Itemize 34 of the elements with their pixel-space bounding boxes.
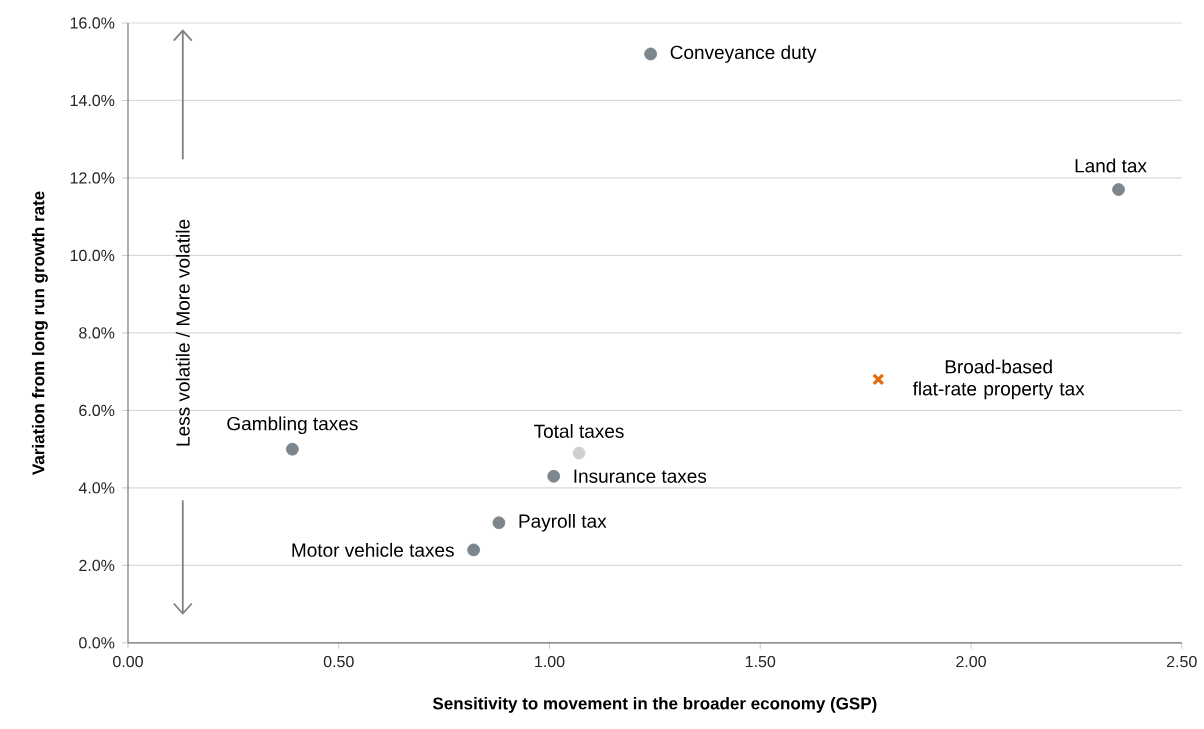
series-label: Insurance taxes — [574, 469, 707, 483]
point — [547, 469, 561, 483]
series-label: Payroll tax — [519, 513, 607, 532]
x-tick-label: 1.50 — [745, 656, 776, 668]
point — [1112, 183, 1125, 197]
y-tick-label: 10.0% — [70, 249, 115, 262]
y-tick-label: 16.0% — [70, 17, 115, 29]
y-tick-label: 12.0% — [70, 172, 115, 184]
x-tick-label: 0.00 — [113, 656, 143, 668]
series-label: Total taxes — [534, 424, 624, 439]
x-tick-label: 1.00 — [535, 656, 565, 668]
y-tick-label: 4.0% — [78, 482, 115, 494]
y-tick-label: 2.0% — [79, 559, 115, 572]
y-axis-title: Variation from long run growth rate — [31, 191, 48, 475]
y-tick-label: 14.0% — [70, 94, 115, 107]
annotation: Less volatile / More volatile — [175, 219, 190, 446]
series-label: Land tax — [1075, 158, 1147, 173]
point — [285, 442, 299, 456]
y-tick-label: 6.0% — [79, 404, 115, 417]
y-tick-label: 0.0% — [79, 637, 115, 649]
series-label: Conveyance duty — [670, 45, 817, 63]
series-label: Broad-based flat-rate property tax — [912, 359, 1085, 400]
x-tick-label: 2.00 — [956, 656, 986, 668]
point — [872, 373, 885, 386]
x-axis-title: Sensitivity to movement in the broader economy (GSP) — [432, 697, 877, 713]
x-tick-label: 0.50 — [323, 656, 354, 668]
x-tick-label: 2.50 — [1167, 656, 1197, 668]
series-label: Motor vehicle taxes — [292, 542, 454, 557]
series-label: Gambling taxes — [227, 416, 358, 435]
y-tick-label: 8.0% — [79, 327, 115, 339]
point — [492, 516, 506, 530]
point — [467, 543, 481, 557]
point — [572, 446, 586, 460]
point — [644, 47, 658, 61]
